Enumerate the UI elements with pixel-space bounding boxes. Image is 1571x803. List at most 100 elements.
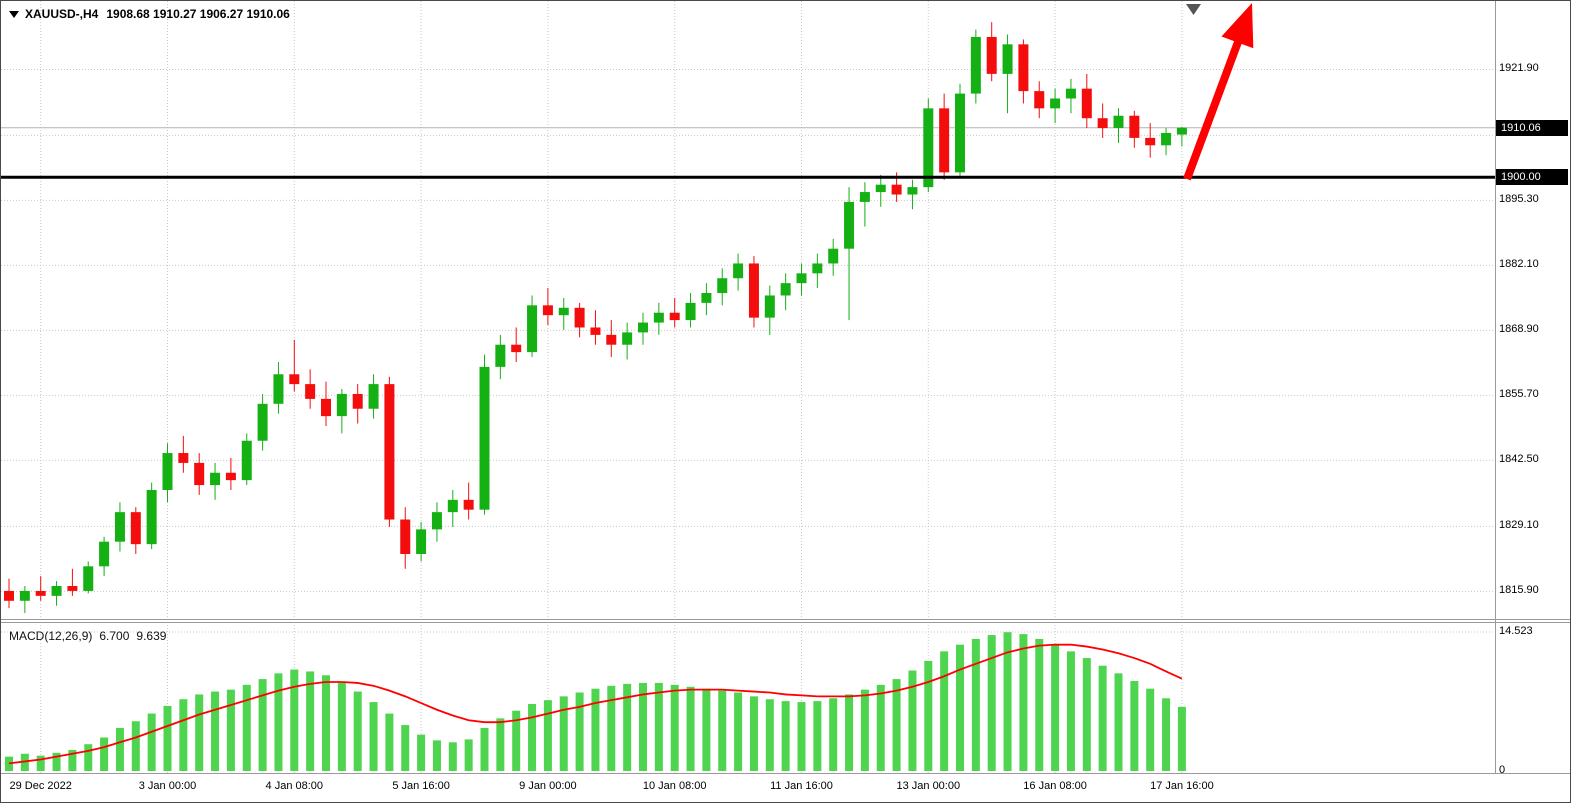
- bull-candle: [685, 302, 696, 321]
- macd-bar: [702, 688, 711, 771]
- bear-candle: [986, 36, 997, 74]
- macd-bar: [5, 756, 13, 771]
- macd-bar: [274, 673, 283, 771]
- bear-candle: [1129, 115, 1140, 138]
- macd-indicator-label: MACD(12,26,9) 6.700 9.639: [9, 629, 173, 643]
- time-tick-label: 9 Jan 00:00: [519, 780, 577, 792]
- macd-bar: [84, 744, 93, 771]
- macd-bar: [956, 644, 964, 771]
- bull-candle: [19, 590, 30, 601]
- chart-shift-icon[interactable]: [1186, 4, 1201, 15]
- macd-bar: [226, 689, 235, 771]
- macd-bar: [892, 679, 901, 771]
- time-axis[interactable]: 29 Dec 2022 3 Jan 00:00 4 Jan 08:00 5 Jan 1…: [1, 773, 1570, 802]
- bear-candle: [67, 586, 78, 591]
- chart-header: XAUUSD-,H4 1908.68 1910.27 1906.27 1910.…: [9, 7, 298, 21]
- macd-bar: [258, 679, 267, 771]
- symbol-dropdown-icon[interactable]: [9, 11, 19, 18]
- macd-bar: [1130, 681, 1139, 771]
- bull-candle: [764, 295, 775, 318]
- macd-bar: [781, 701, 790, 771]
- time-tick-label: 16 Jan 08:00: [1023, 780, 1087, 792]
- macd-bar: [575, 692, 584, 771]
- price-tick-label: 1882.10: [1499, 258, 1539, 271]
- bear-candle: [289, 374, 300, 385]
- macd-bar: [417, 734, 426, 771]
- trend-arrow-head: [1221, 3, 1254, 49]
- bull-candle: [1065, 88, 1076, 99]
- macd-bar: [765, 699, 774, 771]
- macd-scale-max-label: 14.523: [1499, 625, 1533, 637]
- bull-candle: [146, 489, 157, 545]
- macd-bar: [432, 740, 441, 771]
- bull-candle: [907, 187, 918, 195]
- macd-bar: [385, 713, 394, 771]
- macd-bar: [908, 670, 917, 771]
- bear-candle: [225, 472, 236, 481]
- macd-bar: [543, 700, 552, 771]
- macd-bar: [1066, 651, 1075, 771]
- bear-candle: [178, 453, 189, 463]
- macd-bar: [401, 725, 410, 771]
- macd-main-value: 6.700: [99, 629, 130, 643]
- macd-bar: [179, 699, 188, 771]
- macd-bar: [448, 742, 457, 771]
- macd-bar: [924, 660, 933, 771]
- macd-bar: [987, 635, 996, 771]
- macd-bar: [1162, 698, 1171, 771]
- bull-candle: [210, 472, 221, 486]
- macd-bar: [559, 696, 568, 771]
- bull-candle: [336, 393, 347, 417]
- bull-candle: [955, 93, 965, 173]
- bull-candle: [970, 36, 981, 94]
- macd-bar: [147, 713, 156, 771]
- time-tick-label: 17 Jan 16:00: [1150, 780, 1214, 792]
- bear-candle: [1097, 118, 1108, 129]
- macd-bar: [115, 727, 124, 771]
- price-tick-label: 1868.90: [1499, 323, 1539, 336]
- macd-bar: [36, 755, 45, 771]
- bear-candle: [400, 519, 411, 554]
- macd-bar: [1035, 638, 1044, 771]
- macd-bar: [654, 682, 663, 771]
- time-tick-label: 11 Jan 16:00: [770, 780, 833, 792]
- macd-bar: [353, 691, 362, 771]
- macd-bar: [686, 686, 695, 771]
- macd-bar: [876, 684, 885, 771]
- bear-candle: [939, 108, 950, 173]
- macd-bar: [68, 749, 77, 771]
- bull-candle: [1113, 115, 1124, 129]
- bear-candle: [194, 462, 205, 486]
- bull-candle: [701, 293, 712, 303]
- macd-signal-line: [8, 643, 1183, 765]
- bull-candle: [717, 278, 728, 294]
- macd-bar: [1051, 644, 1060, 771]
- bull-candle: [162, 453, 173, 490]
- macd-bar: [337, 682, 346, 771]
- bull-candle: [416, 529, 427, 554]
- bear-candle: [4, 590, 14, 601]
- bull-candle: [527, 305, 538, 353]
- macd-bar: [528, 704, 537, 771]
- bear-candle: [542, 305, 553, 316]
- bear-candle: [352, 393, 363, 409]
- trend-arrow[interactable]: [1183, 3, 1254, 181]
- bull-candle: [859, 192, 870, 202]
- macd-bar: [623, 683, 632, 771]
- bear-candle: [590, 327, 601, 335]
- macd-bar: [734, 692, 743, 771]
- bear-candle: [891, 184, 902, 195]
- bull-candle: [479, 366, 490, 510]
- macd-bar: [971, 638, 980, 771]
- macd-bar: [496, 718, 505, 771]
- bear-candle: [1034, 91, 1045, 109]
- price-tick-label: 1855.70: [1499, 388, 1539, 401]
- bull-candle: [558, 307, 569, 316]
- macd-bar: [306, 671, 315, 771]
- price-axis[interactable]: 1921.90 1895.30 1882.10 1868.90 1855.70 1842.…: [1495, 1, 1570, 773]
- macd-bar: [1114, 673, 1123, 771]
- price-tick-label: 1895.30: [1499, 193, 1539, 206]
- macd-bar: [670, 684, 679, 771]
